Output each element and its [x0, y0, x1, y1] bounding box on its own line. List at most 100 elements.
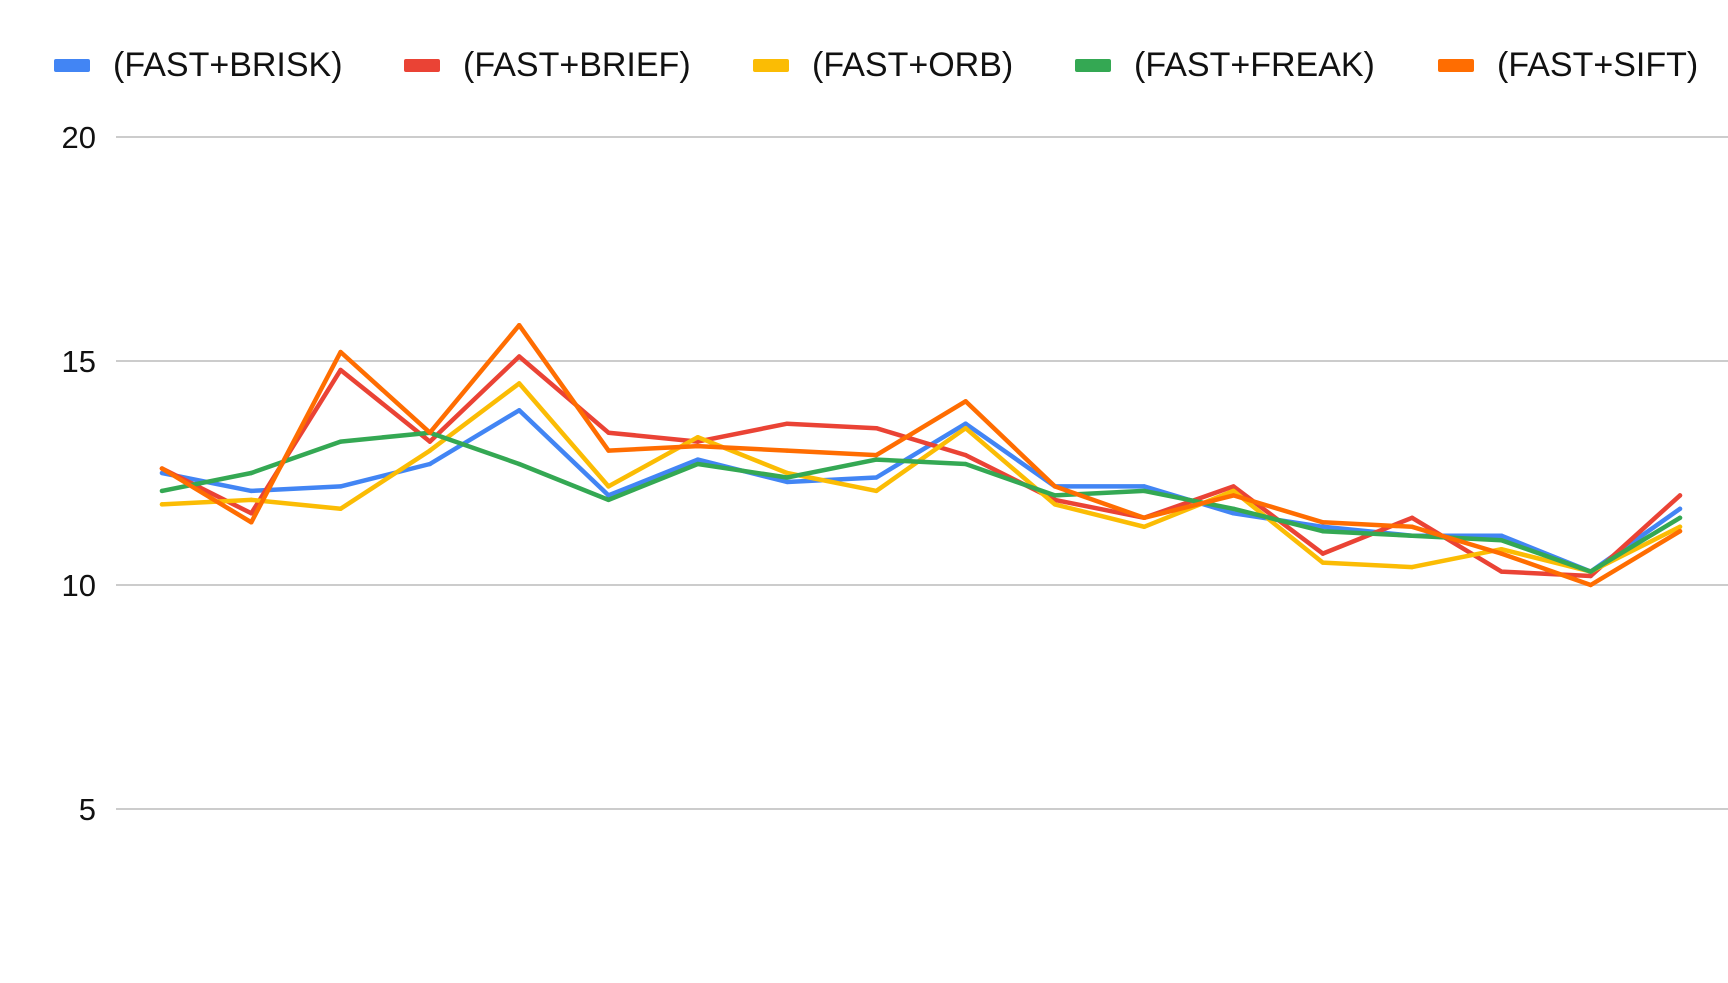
- data-point: [1231, 493, 1236, 498]
- data-point: [695, 461, 700, 467]
- data-point: [249, 488, 254, 494]
- data-point: [1409, 564, 1415, 570]
- data-point: [1677, 493, 1683, 498]
- data-point: [249, 497, 254, 503]
- data-point: [1499, 538, 1504, 543]
- data-point: [606, 484, 611, 489]
- data-point: [159, 466, 165, 471]
- data-point: [1320, 529, 1326, 534]
- data-point: [516, 322, 522, 328]
- data-point: [159, 488, 165, 494]
- data-point: [1231, 511, 1236, 516]
- legend-label: (FAST+BRISK): [113, 46, 343, 84]
- data-point: [1142, 488, 1147, 494]
- legend-item: (FAST+BRISK): [54, 46, 343, 84]
- data-point: [1499, 533, 1504, 538]
- legend-label: (FAST+BRIEF): [463, 46, 691, 84]
- data-point: [1052, 484, 1058, 489]
- data-point: [1320, 524, 1326, 529]
- data-point: [1677, 529, 1683, 534]
- data-point: [1052, 493, 1058, 498]
- data-point: [516, 408, 522, 413]
- data-point: [695, 457, 700, 462]
- legend-item: (FAST+SIFT): [1438, 46, 1698, 84]
- data-point: [427, 461, 433, 467]
- data-point: [695, 443, 700, 449]
- data-point: [963, 452, 968, 458]
- gridlines: [116, 136, 1728, 810]
- data-point: [784, 479, 790, 485]
- data-point: [427, 430, 433, 435]
- data-point: [874, 475, 879, 480]
- data-point: [1142, 524, 1147, 529]
- series-group: [159, 408, 1683, 574]
- legend-label: (FAST+ORB): [812, 46, 1013, 84]
- data-point: [159, 502, 165, 507]
- data-point: [159, 470, 165, 476]
- data-point: [1320, 560, 1326, 565]
- data-point: [1677, 524, 1683, 529]
- legend: (FAST+BRISK) (FAST+BRIEF) (FAST+ORB) (FAST+…: [54, 46, 1698, 84]
- series-line: [159, 354, 1683, 579]
- data-point: [1588, 582, 1593, 588]
- data-point: [516, 381, 522, 386]
- data-point: [695, 439, 700, 444]
- series-group: [159, 322, 1683, 588]
- legend-label: (FAST+SIFT): [1497, 46, 1698, 84]
- data-point: [1231, 484, 1236, 489]
- data-point: [1409, 515, 1415, 520]
- y-tick-label: 10: [62, 568, 96, 603]
- data-point: [606, 493, 611, 498]
- data-point: [249, 520, 254, 525]
- legend-swatch: [404, 59, 440, 72]
- data-point: [1142, 484, 1147, 489]
- data-point: [1499, 569, 1504, 574]
- data-point: [338, 484, 343, 489]
- data-point: [1677, 515, 1683, 520]
- data-point: [1409, 533, 1415, 538]
- data-point: [874, 452, 879, 458]
- data-point: [874, 457, 879, 462]
- data-point: [1142, 515, 1147, 520]
- legend-item: (FAST+BRIEF): [404, 46, 691, 84]
- data-point: [963, 421, 968, 426]
- y-axis: 5 10 15 20: [62, 120, 96, 827]
- y-tick-label: 5: [79, 792, 96, 827]
- legend-label: (FAST+FREAK): [1134, 46, 1375, 84]
- data-point: [1499, 546, 1504, 552]
- legend-swatch: [54, 59, 90, 72]
- data-point: [1588, 573, 1593, 579]
- legend-swatch: [1438, 59, 1474, 72]
- data-point: [427, 448, 433, 453]
- data-point: [1231, 488, 1236, 494]
- legend-item: (FAST+ORB): [753, 46, 1013, 84]
- series-lines: [159, 322, 1683, 588]
- series-group: [159, 354, 1683, 579]
- series-line: [159, 430, 1683, 574]
- data-point: [784, 448, 790, 453]
- data-point: [1588, 569, 1593, 574]
- data-point: [963, 461, 968, 467]
- data-point: [1499, 551, 1504, 556]
- data-point: [516, 354, 522, 359]
- legend-swatch: [1075, 59, 1111, 72]
- data-point: [338, 349, 343, 355]
- data-point: [606, 497, 611, 503]
- data-point: [784, 470, 790, 476]
- data-point: [1320, 551, 1326, 556]
- data-point: [338, 367, 343, 373]
- data-point: [1052, 502, 1058, 507]
- data-point: [516, 461, 522, 467]
- series-line: [159, 322, 1683, 588]
- data-point: [963, 399, 968, 404]
- y-tick-label: 15: [62, 344, 96, 379]
- data-point: [606, 430, 611, 435]
- data-point: [695, 434, 700, 440]
- data-point: [427, 439, 433, 444]
- data-point: [963, 426, 968, 431]
- data-point: [249, 470, 254, 476]
- data-point: [784, 421, 790, 426]
- data-point: [1409, 524, 1415, 529]
